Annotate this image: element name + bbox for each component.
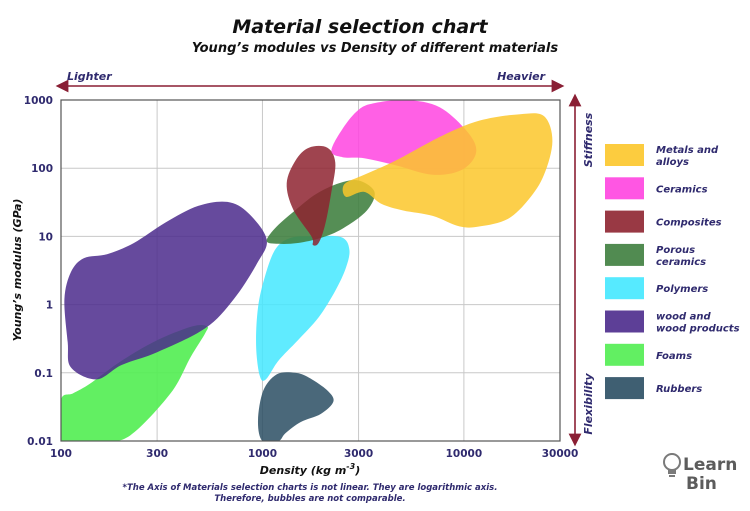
legend-label-wood-and-wood-products: wood and wood products bbox=[656, 312, 740, 335]
legend-swatch-porous-ceramics bbox=[605, 243, 644, 266]
x-tick-label: 1000 bbox=[248, 448, 277, 460]
bubble-rubbers bbox=[257, 372, 334, 441]
legend-swatch-polymers bbox=[605, 277, 644, 300]
x-axis-label: Density (kg m-3) bbox=[260, 462, 360, 477]
legend-swatch-metals-and-alloys bbox=[605, 144, 644, 166]
legend-label-foams: Foams bbox=[656, 351, 692, 362]
plot-frame bbox=[60, 99, 561, 442]
x-tick-label: 30000 bbox=[542, 448, 579, 460]
bubble-polymers bbox=[256, 235, 350, 381]
y-tick-labels: 1000 100 10 1 0.1 0.01 bbox=[24, 95, 53, 448]
legend-swatch-rubbers bbox=[605, 377, 644, 400]
bubble-foams bbox=[61, 324, 208, 441]
legend-label-composites: Composites bbox=[656, 218, 722, 229]
y-tick-label: 100 bbox=[31, 163, 53, 175]
legend-label-rubbers: Rubbers bbox=[656, 384, 702, 395]
plot-area bbox=[60, 99, 561, 442]
heavier-label: Heavier bbox=[497, 70, 545, 83]
stiffness-label: Stiffness bbox=[582, 112, 595, 167]
legend-label-porous-ceramics: Porous ceramics bbox=[656, 245, 706, 268]
y-tick-label: 0.1 bbox=[34, 368, 53, 380]
x-tick-label: 100 bbox=[50, 448, 72, 460]
footnote-line-2: Therefore, bubbles are not comparable. bbox=[214, 494, 405, 504]
legend-label-metals-and-alloys: Metals and alloys bbox=[656, 145, 719, 168]
chart-title: Material selection chart bbox=[232, 16, 488, 38]
bubble-metals-and-alloys bbox=[342, 113, 553, 228]
bubble-composites bbox=[286, 145, 336, 246]
material-bubbles bbox=[61, 100, 553, 441]
flexibility-label: Flexibility bbox=[582, 373, 595, 435]
footnote-line-1: *The Axis of Materials selection charts … bbox=[123, 483, 498, 493]
lightbulb-icon bbox=[663, 453, 681, 477]
learnbin-logo: Learn Bin bbox=[663, 453, 737, 494]
legend-swatch-wood-and-wood-products bbox=[605, 310, 644, 333]
x-tick-labels: 100 300 1000 3000 10000 30000 bbox=[50, 448, 578, 460]
y-axis-label: Young’s modulus (GPa) bbox=[11, 199, 24, 342]
x-tick-label: 300 bbox=[146, 448, 168, 460]
y-tick-label: 1 bbox=[46, 300, 53, 312]
legend-swatch-foams bbox=[605, 343, 644, 366]
logo-text-bin: Bin bbox=[686, 474, 717, 494]
legend-swatch-composites bbox=[605, 210, 644, 233]
x-tick-label: 3000 bbox=[344, 448, 373, 460]
y-tick-label: 0.01 bbox=[27, 436, 53, 448]
legend-swatch-ceramics bbox=[605, 177, 644, 200]
chart-subtitle: Young’s modules vs Density of different … bbox=[192, 41, 558, 56]
legend: Metals and alloys Ceramics Composites Porous… bbox=[605, 144, 740, 400]
logo-text-learn: Learn bbox=[683, 455, 737, 475]
y-tick-label: 1000 bbox=[24, 95, 53, 107]
y-tick-label: 10 bbox=[38, 231, 53, 243]
legend-label-polymers: Polymers bbox=[656, 284, 708, 295]
legend-label-ceramics: Ceramics bbox=[656, 184, 708, 195]
lighter-label: Lighter bbox=[67, 70, 112, 83]
bubble-wood-and-wood-products bbox=[64, 201, 267, 380]
x-tick-label: 10000 bbox=[446, 448, 483, 460]
